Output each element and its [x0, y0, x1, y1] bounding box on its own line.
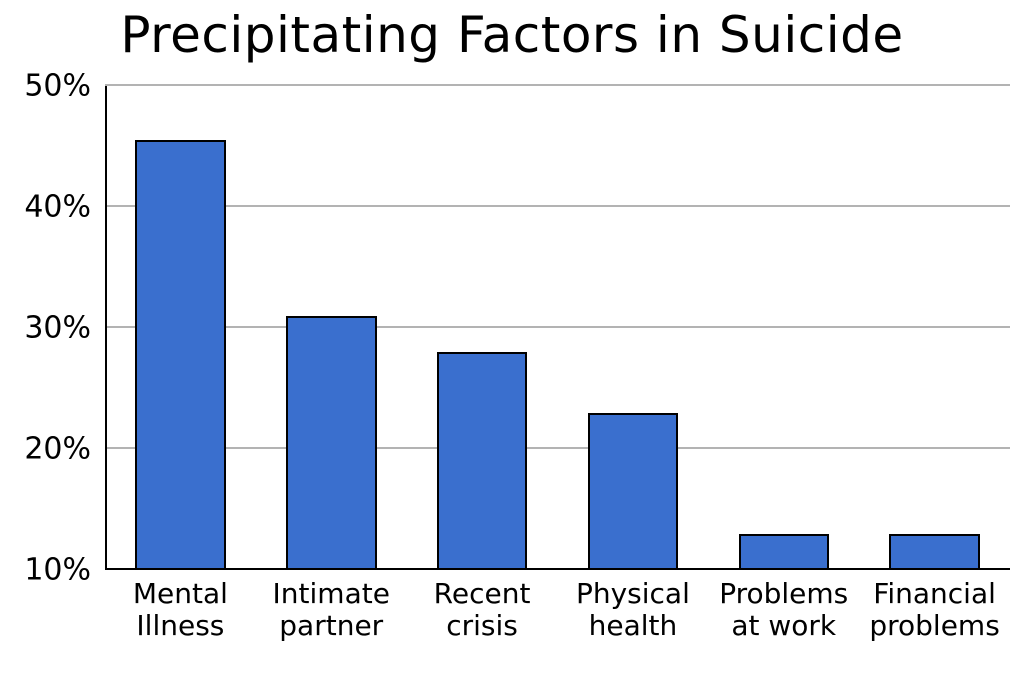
bar [889, 534, 980, 570]
bars-layer [105, 86, 1010, 570]
chart-title: Precipitating Factors in Suicide [0, 6, 1024, 64]
bar [286, 316, 377, 570]
x-tick-label: Physical health [558, 578, 709, 642]
bar [437, 352, 528, 570]
y-tick-label: 10% [24, 553, 105, 588]
x-axis-line [105, 568, 1010, 570]
x-tick-label: Recent crisis [407, 578, 558, 642]
bar [135, 140, 226, 570]
x-labels-layer: Mental IllnessIntimate partnerRecent cri… [105, 578, 1010, 678]
y-tick-label: 50% [24, 69, 105, 104]
bar-chart: Precipitating Factors in Suicide 10% 20%… [0, 0, 1024, 682]
x-tick-label: Mental Illness [105, 578, 256, 642]
x-tick-label: Problems at work [708, 578, 859, 642]
y-tick-label: 20% [24, 432, 105, 467]
y-tick-label: 30% [24, 311, 105, 346]
y-axis-line [105, 86, 107, 570]
plot-area: 10% 20% 30% 40% 50% [105, 86, 1010, 570]
y-tick-label: 40% [24, 190, 105, 225]
x-tick-label: Financial problems [859, 578, 1010, 642]
bar [739, 534, 830, 570]
bar [588, 413, 679, 570]
x-tick-label: Intimate partner [256, 578, 407, 642]
